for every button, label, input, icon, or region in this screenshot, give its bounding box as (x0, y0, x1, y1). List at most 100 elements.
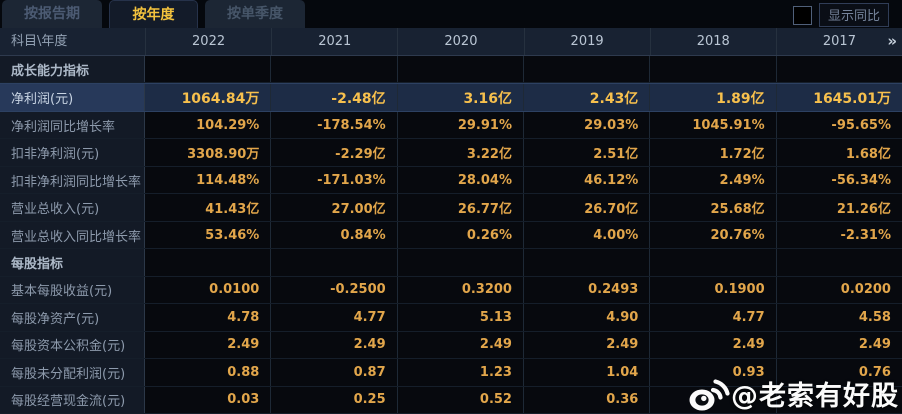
cell-value: 104.29% (196, 117, 260, 133)
year-label: 2022 (192, 34, 226, 49)
cell-value: 1045.91% (649, 111, 775, 139)
more-years-chevron-icon[interactable]: » (887, 32, 897, 50)
row-label: 净利润(元) (0, 84, 145, 111)
table-row[interactable]: 营业总收入同比增长率 53.46% 0.84% 0.26% 4.00% 20.7… (0, 221, 902, 250)
show-yoy-checkbox[interactable] (792, 5, 812, 25)
cell-value: 25.68亿 (649, 194, 775, 221)
table-row[interactable]: 每股经营现金流(元) 0.03 0.25 0.52 0.36 (0, 386, 902, 414)
cell-value: 1064.84万 (181, 90, 260, 107)
cell-value: 2.49 (775, 331, 902, 359)
row-label: 净利润同比增长率 (0, 111, 145, 139)
cell-value: 21.26亿 (775, 194, 902, 221)
table-row[interactable]: 每股未分配利润(元) 0.88 0.87 1.23 1.04 0.93 0.76 (0, 359, 902, 387)
row-label: 基本每股收益(元) (0, 276, 145, 304)
cell-value: 2.49% (649, 166, 775, 194)
cell-value: 0.03 (227, 392, 260, 408)
cell-value: 0.0200 (775, 276, 902, 304)
cell-value: 0.52 (396, 386, 523, 414)
table-row[interactable]: 每股资本公积金(元) 2.49 2.49 2.49 2.49 2.49 2.49 (0, 331, 902, 360)
table-row[interactable]: 营业总收入(元) 41.43亿 27.00亿 26.77亿 26.70亿 25.… (0, 194, 902, 222)
cell-value (775, 56, 902, 83)
row-label: 营业总收入(元) (0, 194, 145, 221)
cell-value: 0.1900 (649, 276, 775, 304)
year-label: 2017 (822, 34, 856, 49)
cell-value: 2.49 (396, 331, 523, 359)
cell-value (775, 386, 902, 414)
cell-value: 2.43亿 (522, 84, 649, 111)
cell-value: 5.13 (396, 304, 523, 331)
row-label: 成长能力指标 (0, 56, 145, 83)
cell-value: 2.49 (270, 331, 396, 359)
cell-value: -2.48亿 (270, 84, 396, 111)
table-row[interactable]: 扣非净利润(元) 3308.90万 -2.29亿 3.22亿 2.51亿 1.7… (0, 139, 902, 167)
cell-value: 0.0100 (209, 282, 260, 298)
row-label: 每股未分配利润(元) (0, 359, 145, 386)
tab-by-report-period[interactable]: 按报告期 (2, 0, 102, 28)
cell-value: 0.3200 (396, 276, 523, 304)
cell-value: 3.16亿 (396, 84, 523, 111)
table-row[interactable]: 成长能力指标 (0, 56, 902, 84)
cell-value: 41.43亿 (205, 202, 260, 218)
cell-value: 114.48% (196, 172, 260, 188)
year-header-2017[interactable]: 2017 » (775, 28, 902, 55)
table-row[interactable]: 每股净资产(元) 4.78 4.77 5.13 4.90 4.77 4.58 (0, 304, 902, 332)
table-row[interactable]: 每股指标 (0, 249, 902, 277)
cell-value: 0.87 (270, 359, 396, 386)
cell-value: 26.70亿 (522, 194, 649, 221)
cell-value: 27.00亿 (270, 194, 396, 221)
cell-value: 3.22亿 (396, 139, 523, 166)
table-row[interactable]: 净利润同比增长率 104.29% -178.54% 29.91% 29.03% … (0, 111, 902, 140)
cell-value: -171.03% (270, 166, 396, 194)
cell-value: 4.00% (522, 221, 649, 249)
cell-value: 0.76 (775, 359, 902, 386)
cell-value: 1.68亿 (775, 139, 902, 166)
cell-value: 1.89亿 (649, 84, 775, 111)
cell-value (145, 56, 270, 82)
cell-value: 29.03% (522, 111, 649, 139)
show-yoy-label[interactable]: 显示同比 (818, 3, 889, 27)
table-row[interactable]: 扣非净利润同比增长率 114.48% -171.03% 28.04% 46.12… (0, 166, 902, 195)
year-header-2019[interactable]: 2019 (523, 28, 650, 55)
table-row[interactable]: 净利润(元) 1064.84万 -2.48亿 3.16亿 2.43亿 1.89亿… (0, 83, 902, 112)
cell-value (649, 386, 775, 414)
cell-value: 1.04 (522, 359, 649, 386)
cell-value: 20.76% (649, 221, 775, 249)
cell-value: -0.2500 (270, 276, 396, 304)
period-tabbar: 按报告期 按年度 按单季度 显示同比 (0, 0, 902, 28)
cell-value: 3308.90万 (187, 147, 260, 163)
cell-value: 1645.01万 (775, 84, 902, 111)
table-header-row: 科目\年度 2022 2021 2020 2019 2018 2017 » (0, 28, 902, 56)
row-label: 每股经营现金流(元) (0, 386, 145, 414)
cell-value: 0.88 (227, 364, 260, 380)
year-header-2020[interactable]: 2020 (397, 28, 523, 55)
cell-value: 2.49 (522, 331, 649, 359)
cell-value (649, 56, 775, 83)
cell-value: 1.72亿 (649, 139, 775, 166)
show-yoy-control: 显示同比 (792, 3, 889, 27)
row-label: 每股净资产(元) (0, 304, 145, 331)
year-header-2018[interactable]: 2018 (649, 28, 776, 55)
cell-value: 0.2493 (522, 276, 649, 304)
cell-value: 0.36 (522, 386, 649, 414)
cell-value (522, 249, 649, 276)
cell-value: 29.91% (396, 111, 523, 139)
year-header-2021[interactable]: 2021 (271, 28, 397, 55)
row-label: 营业总收入同比增长率 (0, 221, 145, 249)
year-label: 2018 (696, 34, 730, 49)
row-label: 扣非净利润(元) (0, 139, 145, 166)
cell-value (270, 56, 396, 83)
cell-value: 53.46% (205, 227, 260, 243)
cell-value: -2.31% (775, 221, 902, 249)
year-header-2022[interactable]: 2022 (145, 28, 271, 55)
cell-value: -95.65% (775, 111, 902, 139)
cell-value: 4.58 (775, 304, 902, 331)
cell-value (522, 56, 649, 83)
cell-value: 4.78 (227, 309, 260, 325)
table-row[interactable]: 基本每股收益(元) 0.0100 -0.2500 0.3200 0.2493 0… (0, 276, 902, 305)
tab-by-quarter[interactable]: 按单季度 (205, 0, 305, 28)
cell-value (270, 249, 396, 276)
cell-value: -178.54% (270, 111, 396, 139)
tab-by-year[interactable]: 按年度 (109, 0, 198, 28)
cell-value: 26.77亿 (396, 194, 523, 221)
row-label: 每股资本公积金(元) (0, 331, 145, 359)
